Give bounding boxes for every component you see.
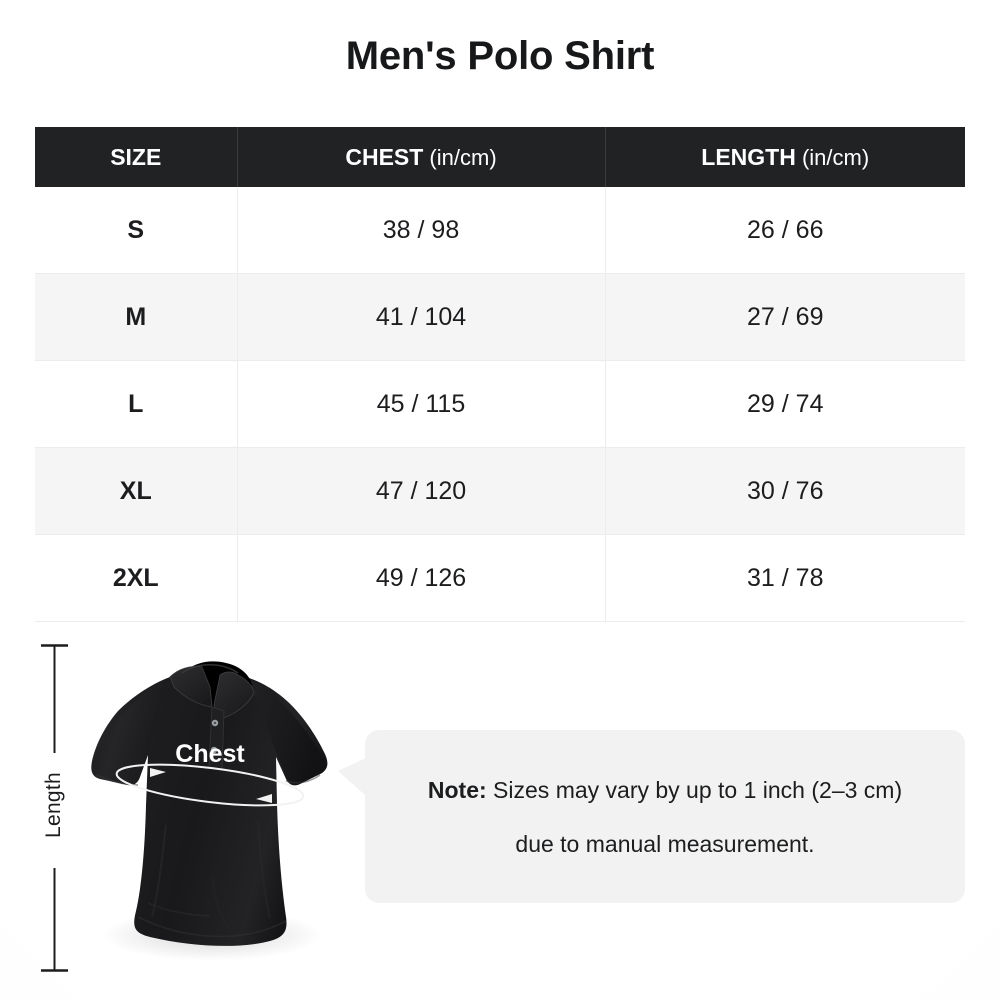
column-header-chest-unit: (in/cm) xyxy=(423,144,497,170)
table-row: M 41 / 104 27 / 69 xyxy=(35,273,965,361)
shirt-hem xyxy=(137,916,287,938)
cell-chest: 47 / 120 xyxy=(237,447,606,535)
measurement-illustration: Length xyxy=(0,625,1000,1000)
table-header-row: SIZE CHEST (in/cm) LENGTH (in/cm) xyxy=(35,127,965,187)
column-header-size: SIZE xyxy=(35,127,238,187)
shirt-button-top-hole xyxy=(213,721,217,725)
cell-size: XL xyxy=(35,447,238,535)
shirt-collar-left xyxy=(169,666,213,708)
polo-shirt-icon: Chest xyxy=(91,661,328,961)
sleeve-hem-left xyxy=(95,774,139,786)
cell-chest: 38 / 98 xyxy=(237,187,606,274)
table-row: XL 47 / 120 30 / 76 xyxy=(35,447,965,535)
cell-size: M xyxy=(35,273,238,361)
note-callout: Note: Sizes may vary by up to 1 inch (2–… xyxy=(338,730,965,903)
chest-label: Chest xyxy=(175,740,245,768)
note-line-1-text: Sizes may vary by up to 1 inch (2–3 cm) xyxy=(486,776,903,803)
table-header: SIZE CHEST (in/cm) LENGTH (in/cm) xyxy=(35,127,965,187)
table-row: 2XL 49 / 126 31 / 78 xyxy=(35,534,965,622)
cell-length: 30 / 76 xyxy=(605,447,965,535)
cell-chest: 49 / 126 xyxy=(237,534,606,622)
chest-arrow-left xyxy=(150,768,166,777)
page-title: Men's Polo Shirt xyxy=(345,34,655,78)
length-measurement-guide: Length xyxy=(28,643,88,988)
fabric-fold-2 xyxy=(257,820,271,920)
chest-measure-ellipse xyxy=(115,763,305,807)
note-prefix: Note: xyxy=(427,776,487,803)
column-header-length: LENGTH (in/cm) xyxy=(605,127,965,187)
note-line-2: due to manual measurement. xyxy=(515,830,815,857)
cell-chest: 41 / 104 xyxy=(237,273,606,361)
polo-shirt-image: Chest xyxy=(62,635,352,965)
shirt-sleeve-left xyxy=(92,677,170,786)
chest-arrow-right xyxy=(256,794,272,803)
cell-length: 29 / 74 xyxy=(605,360,965,448)
cell-size: L xyxy=(35,360,238,448)
column-header-length-unit: (in/cm) xyxy=(795,144,870,170)
cell-size: 2XL xyxy=(35,534,238,622)
column-header-length-main: LENGTH xyxy=(701,143,796,170)
column-header-chest-main: CHEST xyxy=(345,143,424,170)
cell-length: 26 / 66 xyxy=(605,187,965,274)
cell-size: S xyxy=(35,187,238,274)
fabric-fold-3 xyxy=(211,874,231,932)
shirt-collar-right xyxy=(213,671,255,720)
column-header-size-main: SIZE xyxy=(110,143,162,170)
collar-band xyxy=(181,664,239,674)
fabric-fold-4 xyxy=(147,902,211,917)
cell-length: 27 / 69 xyxy=(605,273,965,361)
shirt-sleeve-right xyxy=(238,675,326,786)
table-row: L 45 / 115 29 / 74 xyxy=(35,360,965,448)
cell-length: 31 / 78 xyxy=(605,534,965,622)
note-line-1: Note: Sizes may vary by up to 1 inch (2–… xyxy=(428,763,902,817)
length-bracket-icon xyxy=(41,644,68,972)
cell-chest: 45 / 115 xyxy=(237,360,606,448)
table-row: S 38 / 98 26 / 66 xyxy=(35,187,965,274)
fabric-fold-1 xyxy=(151,824,167,918)
table-body: S 38 / 98 26 / 66 M 41 / 104 27 / 69 L 4… xyxy=(35,187,965,622)
size-chart-table: SIZE CHEST (in/cm) LENGTH (in/cm) S 38 /… xyxy=(35,127,965,622)
shirt-button-bottom-hole xyxy=(212,748,216,752)
sleeve-hem-right xyxy=(285,774,321,784)
column-header-chest: CHEST (in/cm) xyxy=(237,127,606,187)
